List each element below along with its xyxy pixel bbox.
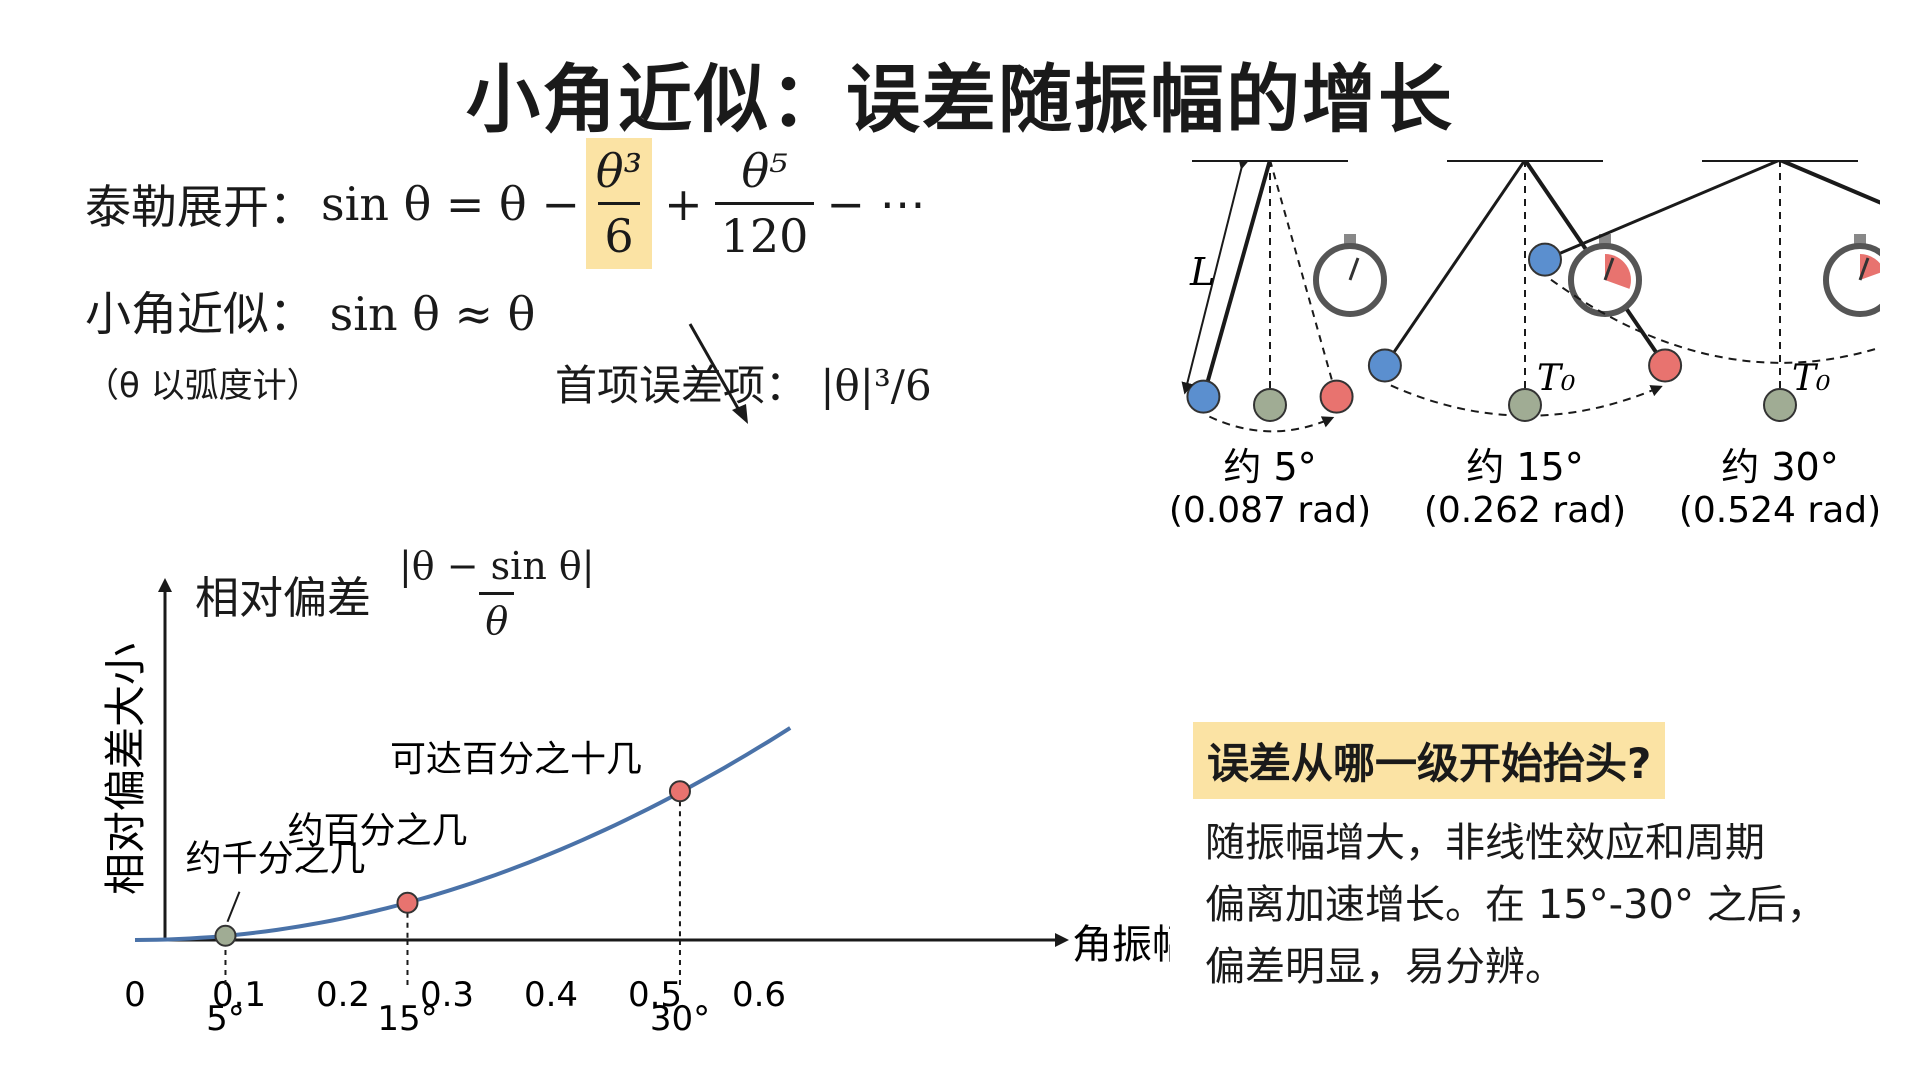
- leading-error-formula: |θ|³/6: [820, 361, 932, 410]
- stopwatch-elapsed: [1860, 254, 1880, 280]
- length-arrow: [1181, 160, 1250, 395]
- leading-error-label: 首项误差项：: [555, 361, 808, 410]
- y-formula-label: 相对偏差 |θ − sin θ| θ: [195, 544, 601, 643]
- small-angle-approximation: 小角近似： sin θ ≈ θ: [85, 278, 535, 344]
- y-axis-label: 相对偏差大小: [101, 643, 150, 895]
- data-point: [668, 780, 691, 803]
- bob-right: [1319, 379, 1354, 414]
- x-tick-label: 0.5: [628, 975, 682, 1015]
- angle-label: 约 30°: [1721, 445, 1838, 489]
- pendulum-string: [1383, 160, 1527, 367]
- pendulum-panel: L 约 5°(0.087 rad) T₀ 约 15°(0.262 rad) T₀ 约 30…: [1169, 160, 1880, 531]
- relative-error-chart: 角振幅 θ 相对偏差大小 0 0.1 0.2 0.3 0.4 0.5 0.6 5° 15° 30°…: [101, 578, 1170, 1039]
- angle-label: 约 5°: [1223, 445, 1316, 489]
- stopwatch-hand: [1858, 257, 1870, 281]
- page-title: 小角近似：误差随振幅的增长: [466, 57, 1454, 143]
- point-label: 约千分之几: [185, 839, 365, 880]
- x-tick-label: 0.2: [316, 975, 370, 1015]
- highlight-arrow: [688, 323, 748, 424]
- callout-line-2: 偏离加速增长。在 15°-30° 之后，: [1205, 882, 1827, 928]
- y-formula-prefix: 相对偏差: [195, 572, 371, 624]
- pendulum-string: [1544, 160, 1781, 262]
- y-formula-denominator: θ: [479, 592, 515, 643]
- swing-arc: [1208, 415, 1335, 433]
- swing-arc: [1550, 278, 1880, 364]
- leading-error-term: 首项误差项： |θ|³/6: [555, 352, 932, 413]
- rad-label: (0.262 rad): [1424, 490, 1626, 531]
- point-label: 可达百分之十几: [390, 739, 642, 780]
- bob-left: [1367, 348, 1402, 383]
- bob-left: [1186, 379, 1221, 414]
- small-angle-formula: sin θ ≈ θ: [329, 287, 536, 341]
- callout-body: 随振幅增大，非线性效应和周期 偏离加速增长。在 15°-30° 之后， 偏差明显…: [1205, 812, 1827, 998]
- degree-label: 15°: [377, 999, 437, 1039]
- length-label: L: [1189, 250, 1215, 294]
- data-point: [396, 891, 419, 914]
- degree-label: 30°: [650, 999, 710, 1039]
- cubic-denominator: 6: [598, 202, 640, 263]
- stopwatch-crown: [1599, 234, 1611, 244]
- bob-center: [1508, 388, 1542, 422]
- bob-left: [1527, 242, 1562, 277]
- swing-arc: [1390, 384, 1663, 417]
- period-label: T₀: [1537, 358, 1575, 399]
- x-tick-label: 0: [124, 975, 146, 1015]
- taylor-plus: +: [664, 176, 703, 231]
- bob-center: [1253, 388, 1287, 422]
- period-label: T₀: [1792, 358, 1830, 399]
- bob-right: [1648, 348, 1683, 383]
- stopwatch-crown: [1854, 234, 1866, 244]
- stopwatch-crown: [1344, 234, 1356, 244]
- taylor-expansion: 泰勒展开： sin θ = θ − θ³ 6 + θ⁵ 120 − ⋯: [85, 138, 926, 269]
- point-label: 约百分之几: [287, 811, 467, 852]
- angle-label: 约 15°: [1466, 445, 1583, 489]
- x-axis-label: 角振幅 θ: [1072, 922, 1170, 968]
- y-formula-fraction: |θ − sin θ| θ: [393, 544, 601, 643]
- x-tick-label: 0.4: [524, 975, 578, 1015]
- quintic-numerator: θ⁵: [741, 144, 788, 198]
- cubic-numerator: θ³: [595, 144, 643, 198]
- small-angle-label: 小角近似：: [85, 287, 315, 341]
- stopwatch-hand: [1348, 257, 1360, 281]
- stopwatch-icon: [1823, 243, 1880, 317]
- x-tick-label: 0.6: [732, 975, 786, 1015]
- point-leader: [226, 891, 241, 923]
- degree-label: 5°: [206, 999, 245, 1039]
- rad-label: (0.087 rad): [1169, 490, 1371, 531]
- stopwatch-hand: [1603, 257, 1615, 281]
- taylor-term-cubic: θ³ 6: [585, 138, 653, 269]
- taylor-term-quintic: θ⁵ 120: [714, 144, 815, 263]
- callout-line-3: 偏差明显，易分辨。: [1205, 944, 1565, 990]
- pendulum-string: [1779, 160, 1880, 205]
- radian-note: （θ 以弧度计）: [85, 366, 321, 406]
- callout-heading: 误差从哪一级开始抬头?: [1193, 722, 1666, 799]
- quintic-denominator: 120: [714, 202, 815, 263]
- callout-line-1: 随振幅增大，非线性效应和周期: [1205, 820, 1765, 866]
- taylor-lhs: sin θ = θ −: [321, 176, 580, 231]
- data-point: [214, 924, 237, 947]
- taylor-tail: − ⋯: [826, 176, 926, 231]
- y-formula-numerator: |θ − sin θ|: [399, 544, 595, 588]
- rad-label: (0.524 rad): [1679, 490, 1880, 531]
- bob-center: [1763, 388, 1797, 422]
- x-tick-label: 0.3: [420, 975, 474, 1015]
- taylor-label: 泰勒展开：: [85, 179, 315, 234]
- x-tick-label: 0.1: [212, 975, 266, 1015]
- pendulum-string: [1269, 160, 1338, 397]
